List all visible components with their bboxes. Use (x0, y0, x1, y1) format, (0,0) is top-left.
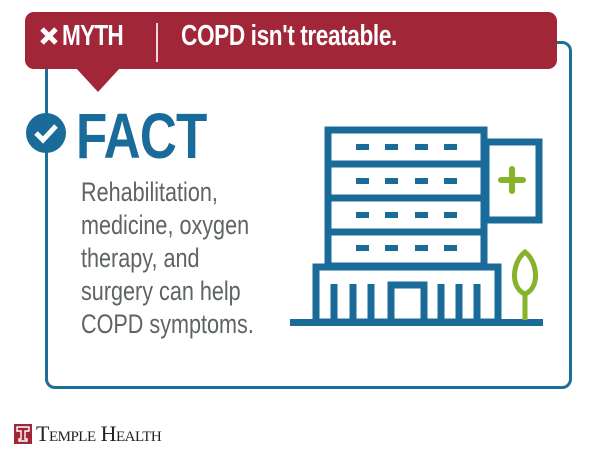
fact-body-text: Rehabilitation, medicine, oxygen therapy… (81, 177, 254, 339)
myth-statement: COPD isn't treatable. (181, 20, 397, 52)
x-icon (40, 27, 58, 45)
myth-banner-pointer (76, 68, 120, 92)
myth-label: MYTH (62, 20, 124, 52)
brand-name: Temple Health (36, 421, 162, 446)
temple-health-logo: Temple Health (14, 421, 162, 446)
fact-label: FACT (76, 100, 207, 172)
plus-icon (498, 166, 526, 194)
temple-t-logo-icon (14, 424, 32, 444)
myth-banner (25, 12, 557, 69)
myth-divider (156, 23, 158, 62)
tree-icon (512, 248, 538, 320)
check-circle-icon (26, 113, 66, 153)
